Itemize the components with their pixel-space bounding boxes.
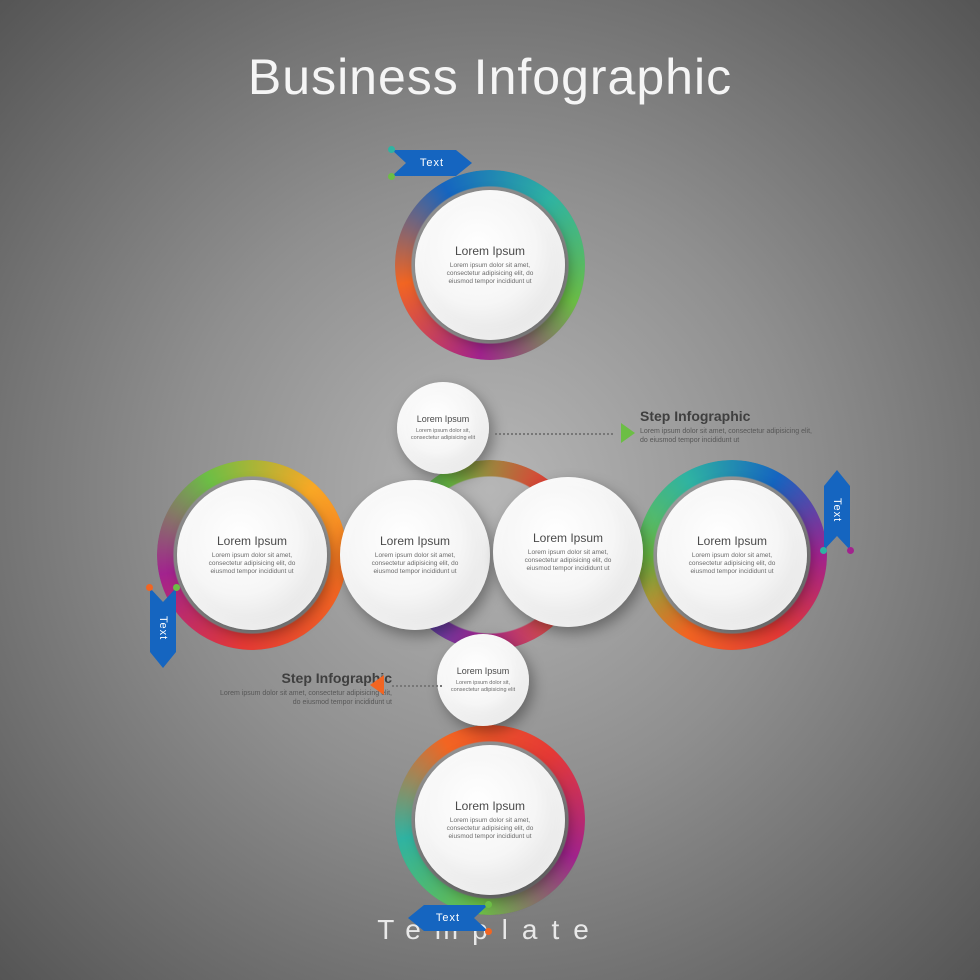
node-title: Lorem Ipsum bbox=[380, 534, 450, 548]
page-title: Business Infographic bbox=[0, 48, 980, 106]
node-body: Lorem ipsum dolor sit amet, consectetur … bbox=[360, 552, 470, 576]
tag-dot bbox=[388, 173, 395, 180]
tag-dot bbox=[820, 547, 827, 554]
dotted-leader bbox=[392, 685, 442, 687]
node-body: Lorem ipsum dolor sit amet, consectetur … bbox=[435, 817, 545, 841]
node-title: Lorem Ipsum bbox=[533, 531, 603, 545]
node-inner: Lorem Ipsum Lorem ipsum dolor sit amet, c… bbox=[493, 477, 643, 627]
tag-dot bbox=[146, 584, 153, 591]
tag-left: Text bbox=[150, 588, 176, 668]
tag-dot bbox=[847, 547, 854, 554]
node-center: Lorem Ipsum Lorem ipsum dolor sit amet, c… bbox=[340, 480, 490, 630]
node-right: Lorem Ipsum Lorem ipsum dolor sit amet, c… bbox=[657, 480, 807, 630]
node-top: Lorem Ipsum Lorem ipsum dolor sit amet, c… bbox=[415, 190, 565, 340]
tag-dot bbox=[173, 584, 180, 591]
node-title: Lorem Ipsum bbox=[455, 244, 525, 258]
node-bottom: Lorem Ipsum Lorem ipsum dolor sit amet, c… bbox=[415, 745, 565, 895]
chevron-icon bbox=[613, 423, 643, 443]
infographic-stage: Business Infographic Template Lorem Ipsu… bbox=[0, 0, 980, 980]
node-title: Lorem Ipsum bbox=[457, 666, 510, 676]
node-midTop: Lorem Ipsum Lorem ipsum dolor sit, consec… bbox=[397, 382, 489, 474]
node-body: Lorem ipsum dolor sit amet, consectetur … bbox=[435, 262, 545, 286]
node-body: Lorem ipsum dolor sit amet, consectetur … bbox=[677, 552, 787, 576]
dotted-leader bbox=[495, 433, 613, 435]
node-body: Lorem ipsum dolor sit amet, consectetur … bbox=[513, 549, 623, 573]
node-title: Lorem Ipsum bbox=[417, 414, 470, 424]
node-body: Lorem ipsum dolor sit, consectetur adipi… bbox=[407, 428, 479, 442]
step-body: Lorem ipsum dolor sit amet, consectetur … bbox=[640, 427, 820, 445]
node-title: Lorem Ipsum bbox=[455, 799, 525, 813]
node-title: Lorem Ipsum bbox=[697, 534, 767, 548]
tag-dot bbox=[388, 146, 395, 153]
tag-top: Text bbox=[392, 150, 472, 176]
tag-bottom: Text bbox=[408, 905, 488, 931]
chevron-icon bbox=[362, 675, 392, 695]
tag-dot bbox=[485, 901, 492, 908]
node-body: Lorem ipsum dolor sit, consectetur adipi… bbox=[447, 680, 519, 694]
node-left: Lorem Ipsum Lorem ipsum dolor sit amet, c… bbox=[177, 480, 327, 630]
tag-dot bbox=[485, 928, 492, 935]
step-title: Step Infographic bbox=[640, 408, 820, 424]
node-body: Lorem ipsum dolor sit amet, consectetur … bbox=[197, 552, 307, 576]
tag-right: Text bbox=[824, 470, 850, 550]
step-right: Step Infographic Lorem ipsum dolor sit am… bbox=[640, 408, 820, 445]
node-midBot: Lorem Ipsum Lorem ipsum dolor sit, consec… bbox=[437, 634, 529, 726]
node-title: Lorem Ipsum bbox=[217, 534, 287, 548]
